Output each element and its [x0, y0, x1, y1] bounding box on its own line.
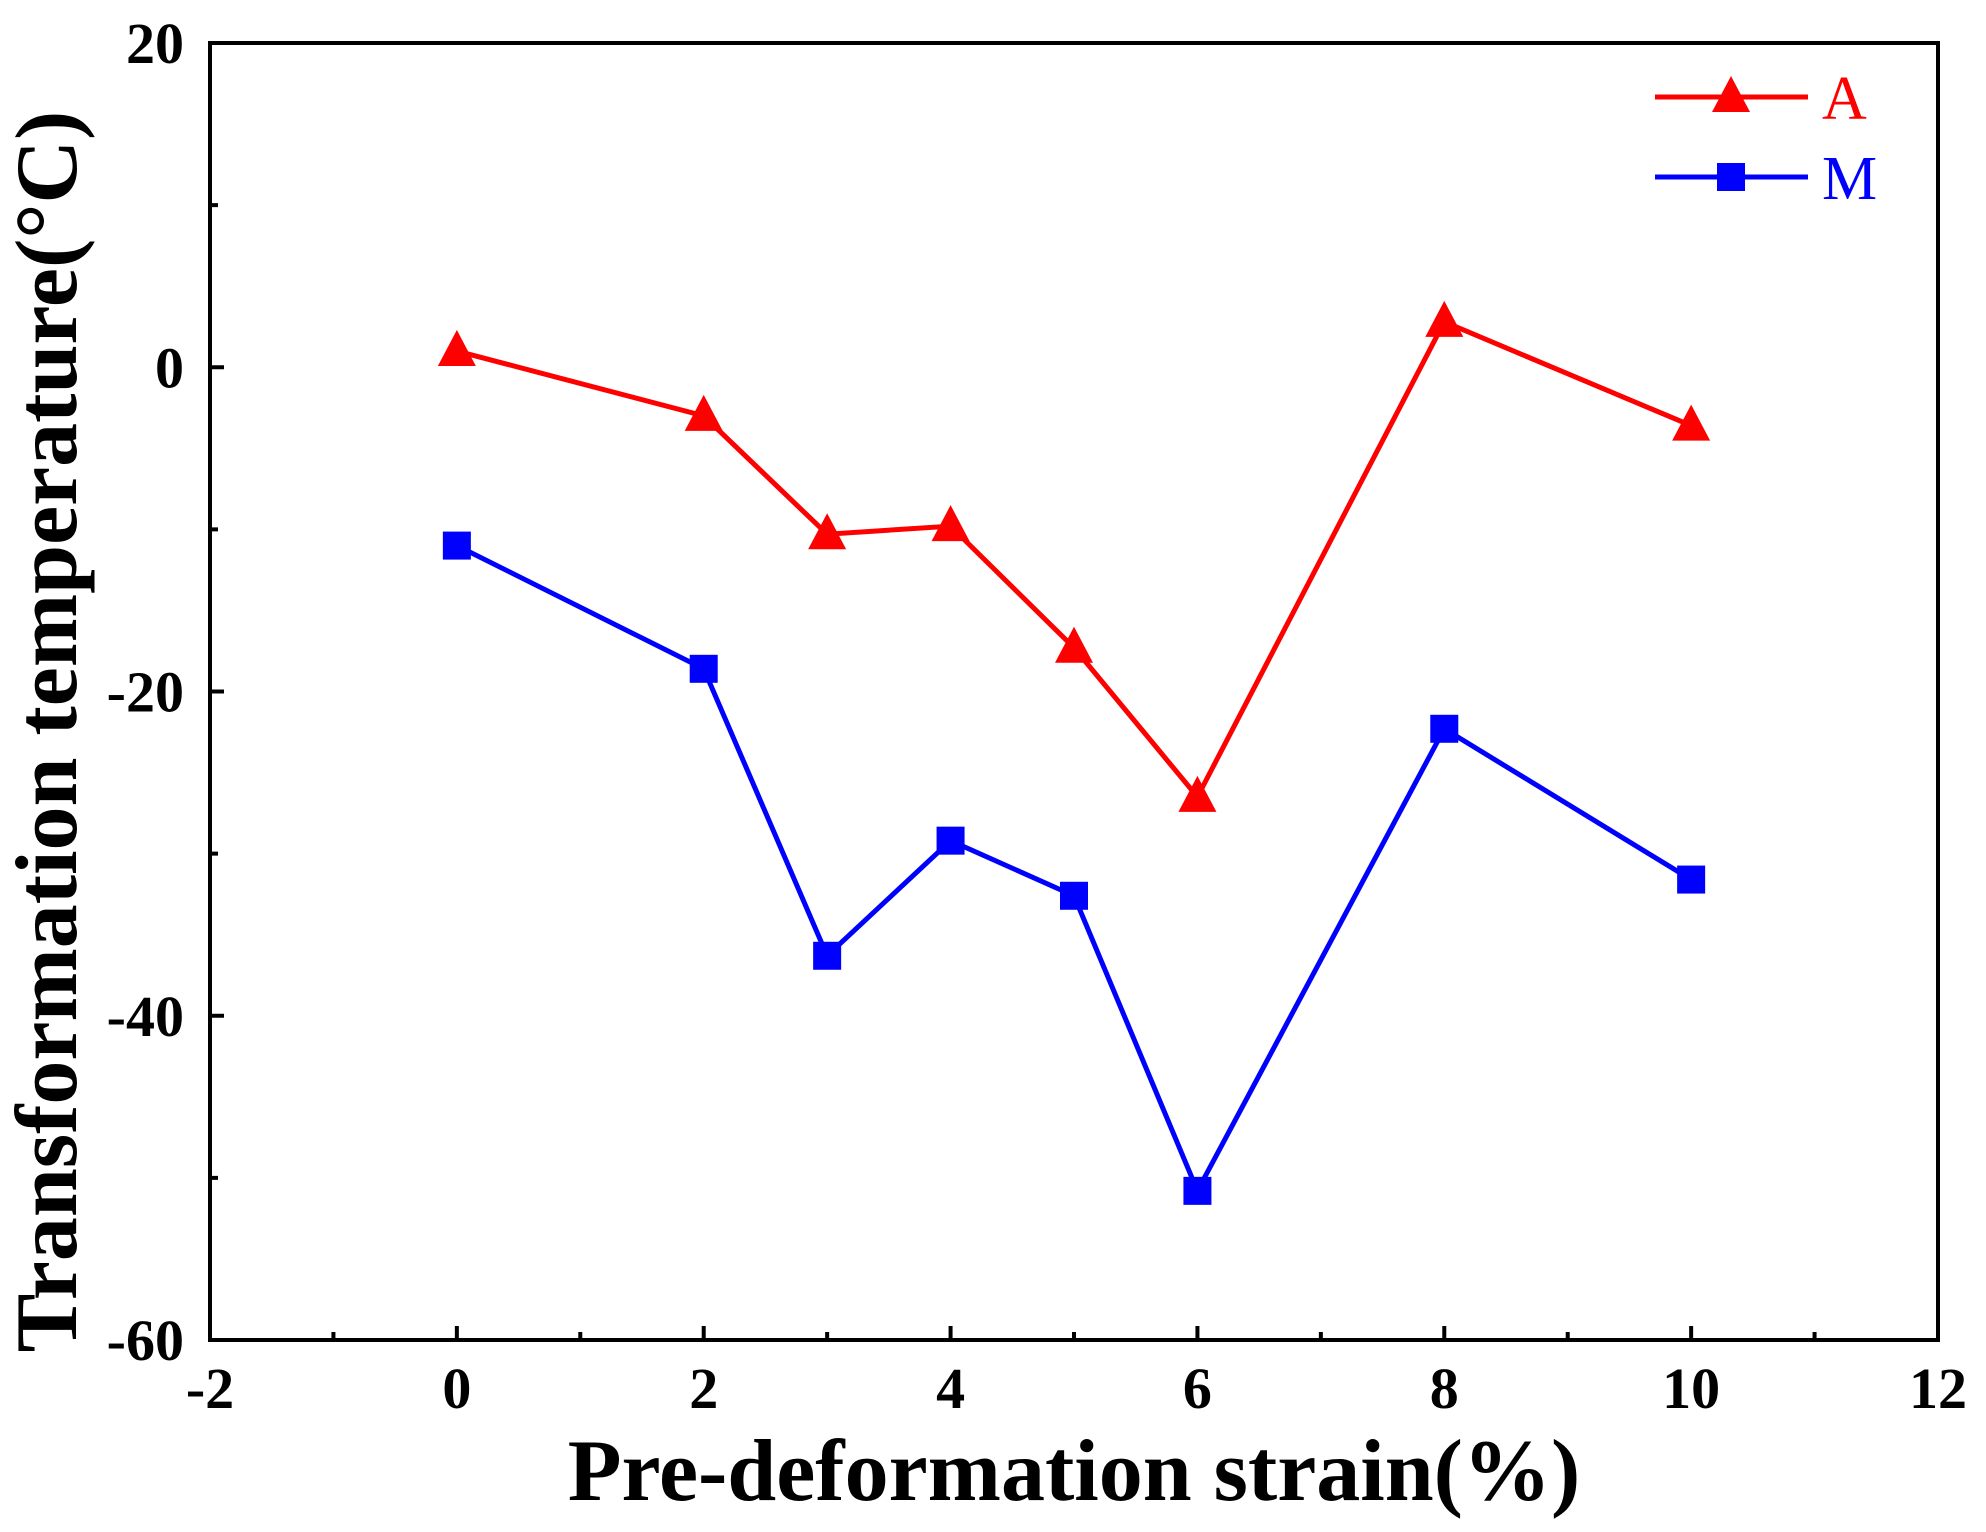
series-m-point: [813, 941, 842, 970]
series-a-point: [437, 330, 476, 367]
y-axis-title: Transformation temperature(°C): [0, 111, 96, 1353]
series-a-point: [808, 513, 847, 550]
series-m-line: [455, 543, 1693, 1197]
x-tick-label: 6: [1183, 1356, 1212, 1421]
x-axis-title: Pre-deformation strain(%): [568, 1423, 1581, 1520]
x-tick-label: 12: [1909, 1356, 1967, 1421]
legend: AM: [1655, 65, 1877, 213]
x-tick-label: -2: [186, 1356, 234, 1421]
series-layer: [437, 300, 1711, 1205]
series-a-point: [1425, 300, 1464, 337]
series-a-point: [1672, 404, 1711, 441]
series-a-point: [931, 505, 970, 542]
series-m-point: [1060, 881, 1088, 910]
series-m-point: [936, 826, 965, 855]
series-m-point: [1183, 1176, 1212, 1205]
y-tick-label: -60: [107, 1308, 184, 1373]
series-a-point: [684, 394, 723, 431]
series-m-point: [1430, 714, 1459, 743]
x-tick-label: 10: [1662, 1356, 1720, 1421]
y-tick-label: 0: [155, 335, 184, 400]
legend-m-label: M: [1822, 145, 1877, 213]
legend-a-marker: [1712, 76, 1750, 112]
x-tick-label: 0: [442, 1356, 471, 1421]
y-tick-label: -20: [107, 660, 184, 725]
plot-frame: [208, 41, 1940, 1342]
y-tick-label: 20: [126, 11, 184, 76]
series-a-point: [1055, 626, 1093, 663]
legend-a-label: A: [1822, 65, 1867, 133]
series-m-point: [1677, 865, 1706, 894]
series-a-point: [1178, 775, 1217, 812]
legend-m-marker: [1717, 163, 1745, 191]
x-tick-label: 4: [936, 1356, 965, 1421]
series-a-line: [456, 318, 1693, 802]
x-tick-label: 2: [689, 1356, 718, 1421]
series-m-point: [442, 531, 471, 560]
y-tick-label: -40: [107, 984, 184, 1049]
series-m-point: [689, 654, 718, 683]
x-tick-label: 8: [1430, 1356, 1459, 1421]
